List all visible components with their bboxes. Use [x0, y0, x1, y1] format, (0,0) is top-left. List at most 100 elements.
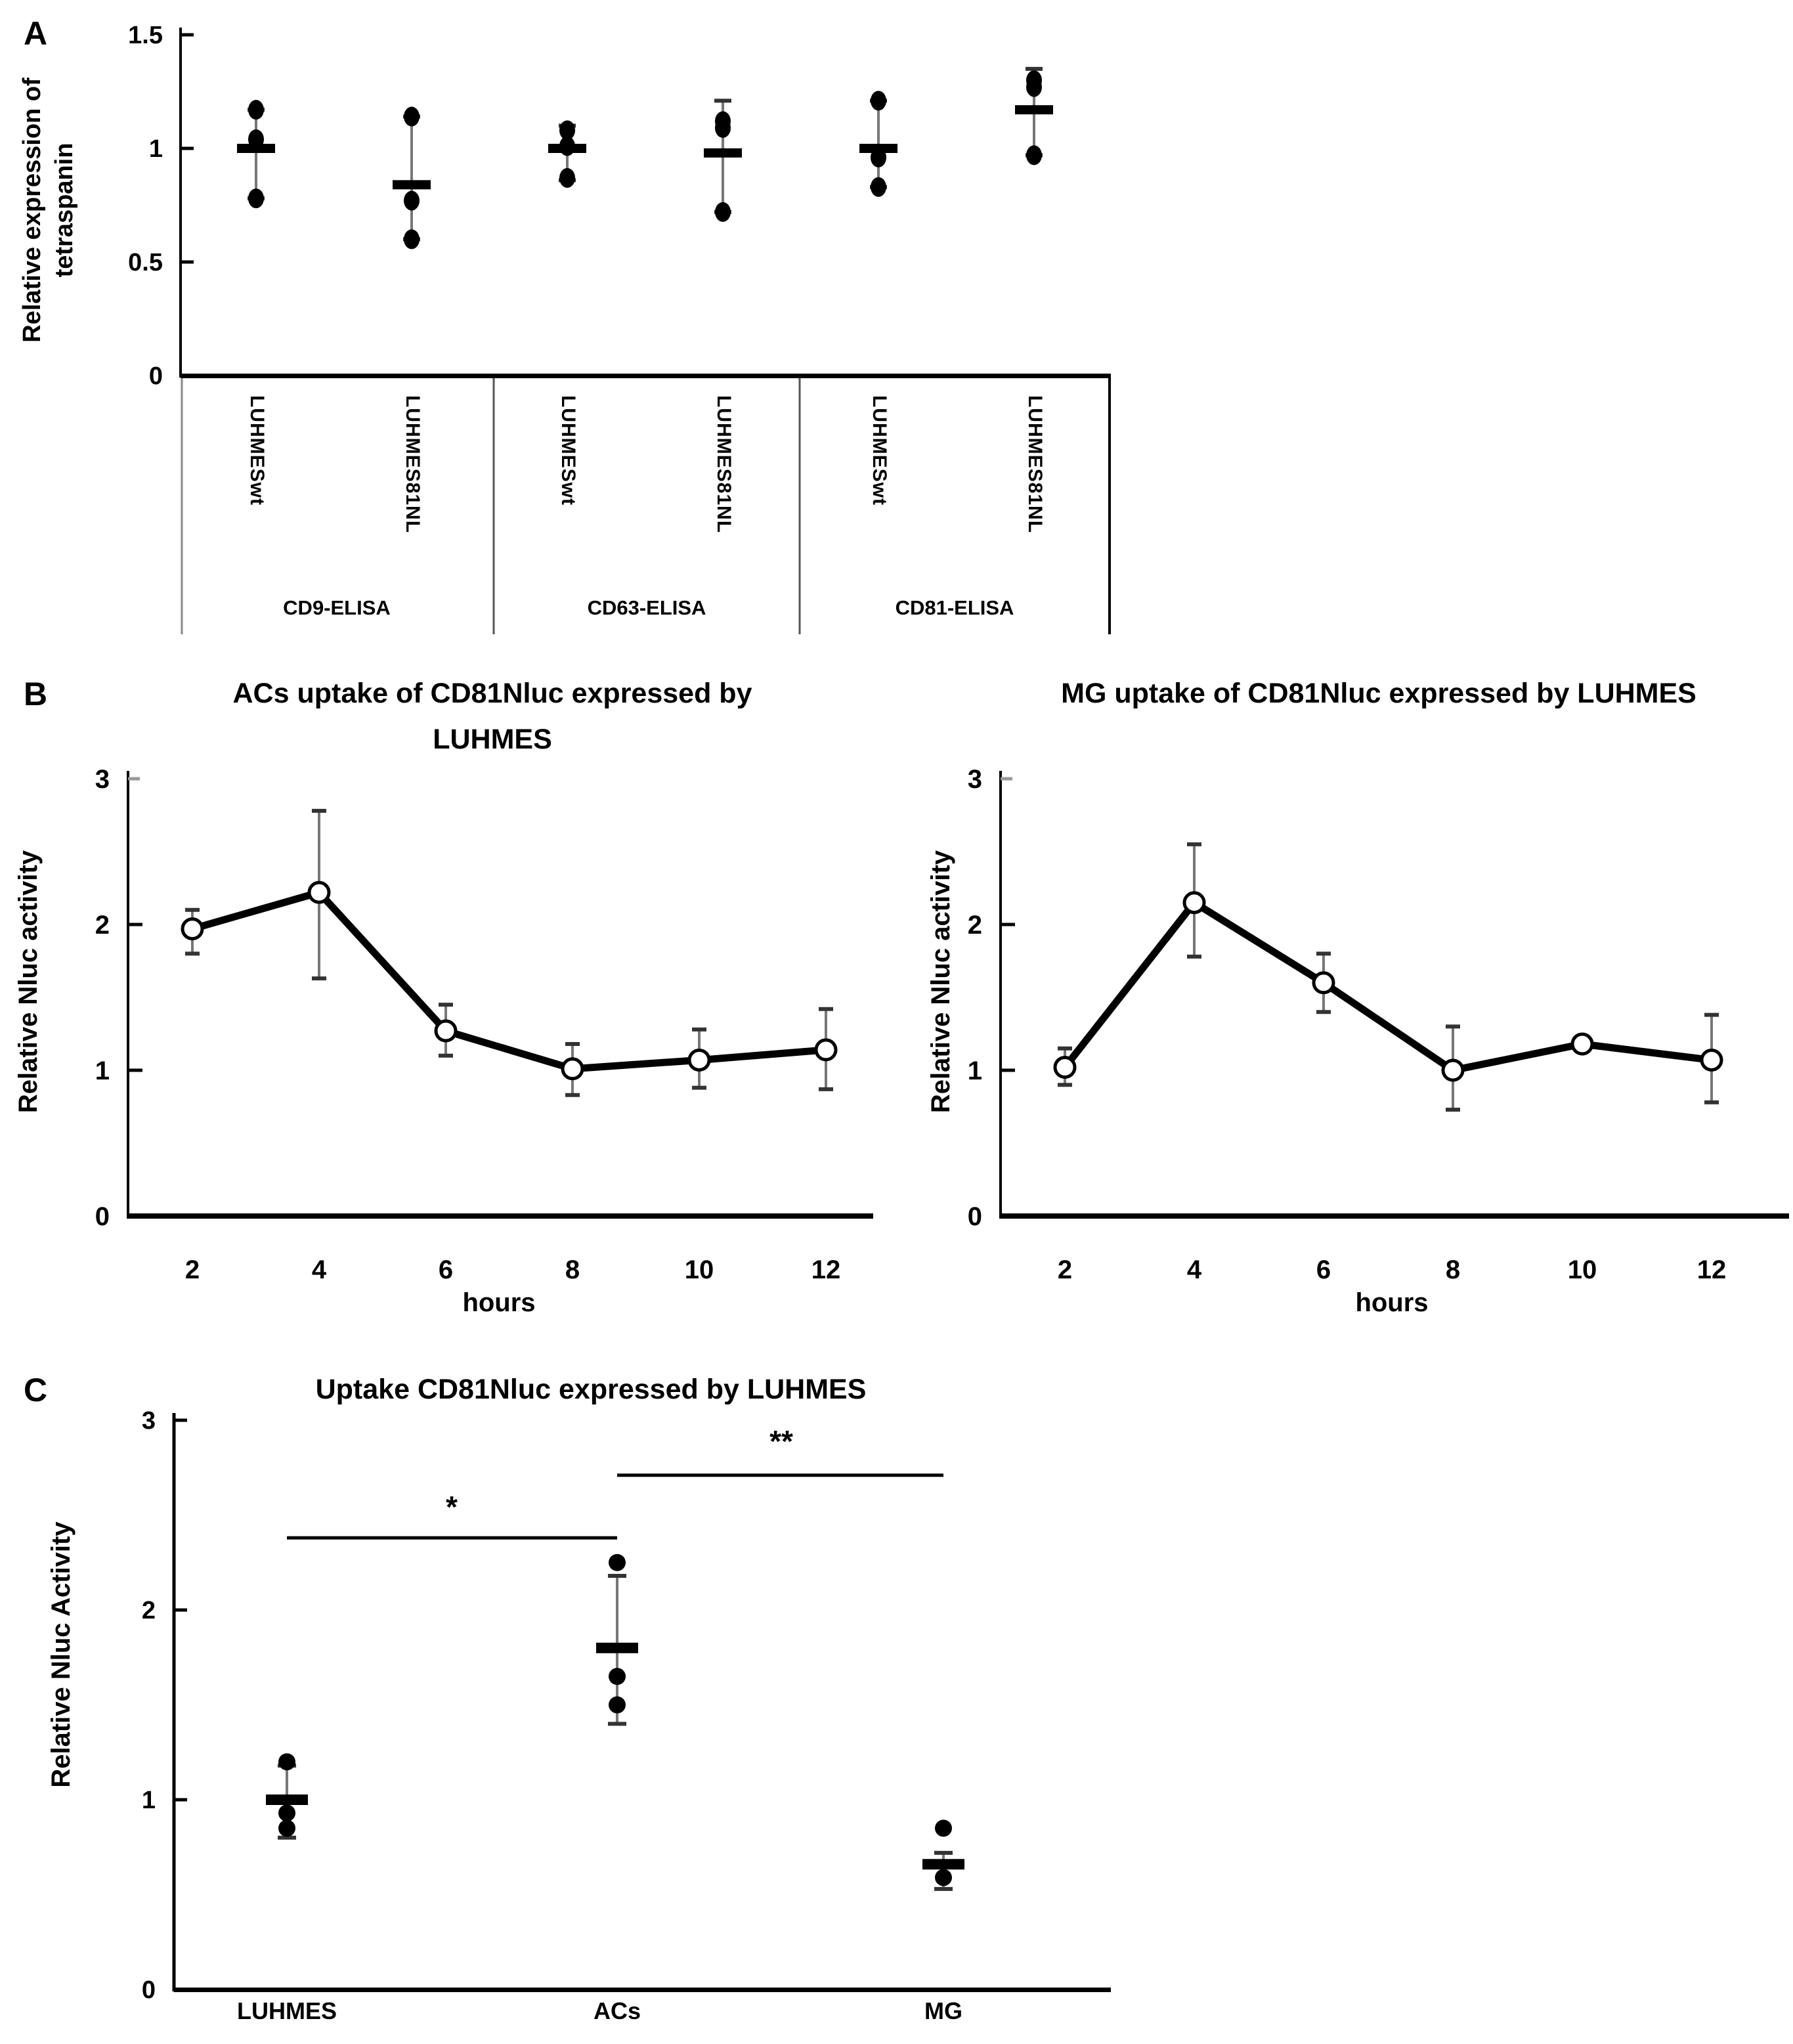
x-tick-label: 10: [1568, 1255, 1597, 1284]
y-tick-label: 3: [95, 765, 110, 794]
panel-a-section-label: CD9-ELISA: [283, 596, 391, 619]
data-point: [278, 1804, 295, 1822]
y-tick-label: 1: [149, 135, 163, 163]
x-tick-label: 4: [1187, 1255, 1202, 1284]
panel-c-chart: 3 2 1 0: [142, 1407, 1111, 2004]
x-tick-label: 6: [1316, 1255, 1331, 1284]
y-tick-label: 3: [142, 1407, 156, 1435]
data-point: [559, 167, 575, 188]
data-point: [715, 118, 731, 138]
panel-a-group-label: LUHMESwt: [869, 395, 890, 506]
mean-bar: [266, 1794, 308, 1805]
panel-b-acs-x-axis-label: hours: [462, 1288, 536, 1317]
data-point: [248, 188, 264, 209]
data-point: [278, 1819, 295, 1837]
data-point: [248, 129, 264, 150]
x-tick-label: 8: [565, 1255, 580, 1284]
x-axis: [999, 1213, 1789, 1219]
panel-c-letter: C: [24, 1372, 48, 1408]
data-point: [434, 1019, 458, 1043]
panel-b-letter: B: [24, 676, 48, 712]
panel-b-mg-title: MG uptake of CD81Nluc expressed by LUHME…: [1061, 678, 1696, 709]
y-tick-label: 2: [968, 911, 982, 940]
y-tick-label: 0: [149, 362, 163, 390]
mean-bar: [1015, 105, 1053, 115]
panel-b-mg-x-axis-label: hours: [1355, 1288, 1429, 1317]
x-tick-label: 6: [439, 1255, 453, 1284]
data-point: [609, 1554, 626, 1571]
data-point: [1570, 1032, 1594, 1056]
data-point: [1441, 1058, 1465, 1082]
data-point: [609, 1696, 626, 1714]
panel-c-category-label: LUHMES: [237, 1997, 337, 2024]
x-tick-label: 10: [685, 1255, 714, 1284]
y-tick-label: 2: [142, 1597, 156, 1624]
panel-a-group-label: LUHMES81NL: [713, 395, 735, 534]
x-axis: [181, 374, 1111, 378]
data-point: [404, 229, 420, 250]
data-point: [248, 100, 264, 120]
data-point: [1700, 1048, 1723, 1072]
y-tick-label: 0: [95, 1202, 110, 1231]
data-point: [715, 202, 731, 222]
panel-a-group-label: LUHMES81NL: [402, 395, 423, 534]
y-tick-label: 1: [95, 1056, 110, 1085]
panel-a-section-label: CD63-ELISA: [587, 596, 706, 619]
x-axis: [174, 1988, 1111, 1992]
data-point: [935, 1819, 952, 1837]
panel-a-group-label: LUHMESwt: [557, 395, 579, 506]
y-tick-label: 1.5: [128, 22, 163, 49]
mean-bar: [922, 1859, 964, 1870]
y-tick-label: 1: [968, 1056, 982, 1085]
panel-a-group-label: LUHMESwt: [246, 395, 268, 506]
data-point: [404, 106, 420, 127]
significance-double-star-label: **: [769, 1424, 793, 1458]
data-point: [871, 177, 886, 197]
data-point: [1182, 891, 1206, 915]
data-point: [1026, 77, 1042, 97]
data-point: [1026, 145, 1042, 165]
panel-b-acs-title: ACs uptake of CD81Nluc expressed by LUHM…: [232, 678, 752, 755]
series-line: [1062, 899, 1712, 1074]
y-tick-label: 3: [968, 765, 982, 794]
y-tick-label: 0: [968, 1202, 982, 1231]
data-point: [687, 1048, 711, 1072]
data-point: [181, 917, 204, 941]
mean-bar: [704, 148, 742, 158]
panel-a-chart: 1.5 1 0.5 0: [128, 22, 1111, 634]
data-point: [278, 1753, 295, 1771]
y-tick-label: 0.5: [128, 249, 163, 276]
data-point: [559, 120, 575, 141]
panel-a-letter: A: [24, 15, 48, 52]
data-point: [871, 147, 886, 167]
series-line: [191, 888, 827, 1073]
panel-a-group-label: LUHMES81NL: [1024, 395, 1046, 534]
data-point: [404, 190, 420, 211]
x-tick-label: 8: [1446, 1255, 1460, 1284]
data-point: [561, 1057, 584, 1081]
data-point: [307, 881, 331, 904]
y-tick-label: 0: [142, 1976, 156, 2004]
panel-a-section-label: CD81-ELISA: [895, 596, 1014, 619]
data-point: [814, 1038, 838, 1062]
mean-bar: [596, 1642, 638, 1653]
panel-c-title: Uptake CD81Nluc expressed by LUHMES: [315, 1374, 867, 1405]
x-tick-label: 2: [185, 1255, 200, 1284]
x-tick-label: 4: [312, 1255, 327, 1284]
data-point: [1312, 971, 1335, 995]
y-tick-label: 1: [142, 1787, 156, 1814]
data-point: [1053, 1056, 1077, 1079]
data-point: [935, 1869, 952, 1886]
x-tick-label: 12: [1697, 1255, 1727, 1284]
data-point: [871, 91, 886, 111]
panel-c-category-label: MG: [924, 1997, 962, 2024]
y-tick-label: 2: [95, 911, 110, 940]
mean-bar: [393, 180, 431, 190]
panel-c-category-label: ACs: [593, 1997, 641, 2024]
x-tick-label: 12: [811, 1255, 841, 1284]
x-tick-label: 2: [1058, 1255, 1072, 1284]
data-point: [559, 136, 575, 156]
